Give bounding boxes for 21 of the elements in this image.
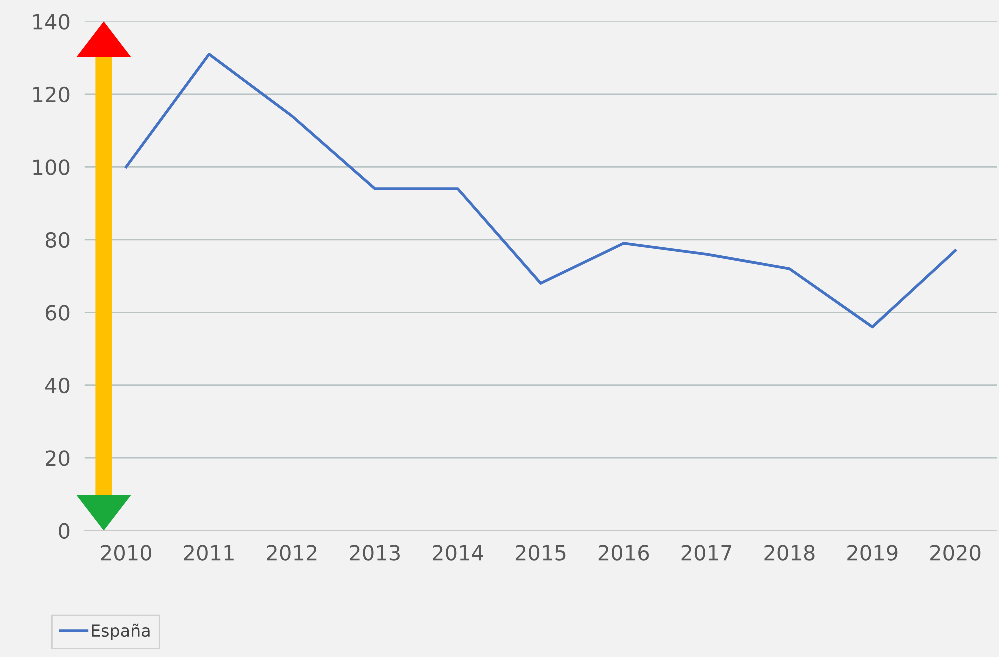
x-tick-label: 2016 — [598, 545, 650, 561]
y-tick-label: 80 — [46, 232, 70, 248]
x-tick-label: 2013 — [350, 545, 400, 561]
x-tick-label: 2020 — [930, 545, 981, 561]
y-tick-label: 20 — [46, 450, 70, 466]
x-tick-label: 2018 — [764, 545, 815, 561]
x-tick-label: 2012 — [267, 545, 317, 561]
x-tick-label: 2011 — [184, 545, 234, 561]
y-tick-label: 120 — [34, 86, 70, 103]
legend-label: España — [92, 624, 150, 640]
y-tick-label: 140 — [34, 14, 70, 30]
x-tick-label: 2014 — [433, 545, 484, 561]
line-series — [124, 53, 957, 329]
y-tick-label: 0 — [59, 523, 70, 540]
x-tick-label: 2015 — [516, 545, 566, 561]
y-tick-label: 100 — [34, 160, 70, 176]
x-tick-label: 2010 — [101, 545, 152, 561]
y-tick-label: 60 — [46, 305, 70, 321]
x-tick-label: 2019 — [848, 545, 898, 561]
x-tick-label: 2017 — [682, 545, 732, 561]
y-tick-label: 40 — [46, 378, 70, 394]
